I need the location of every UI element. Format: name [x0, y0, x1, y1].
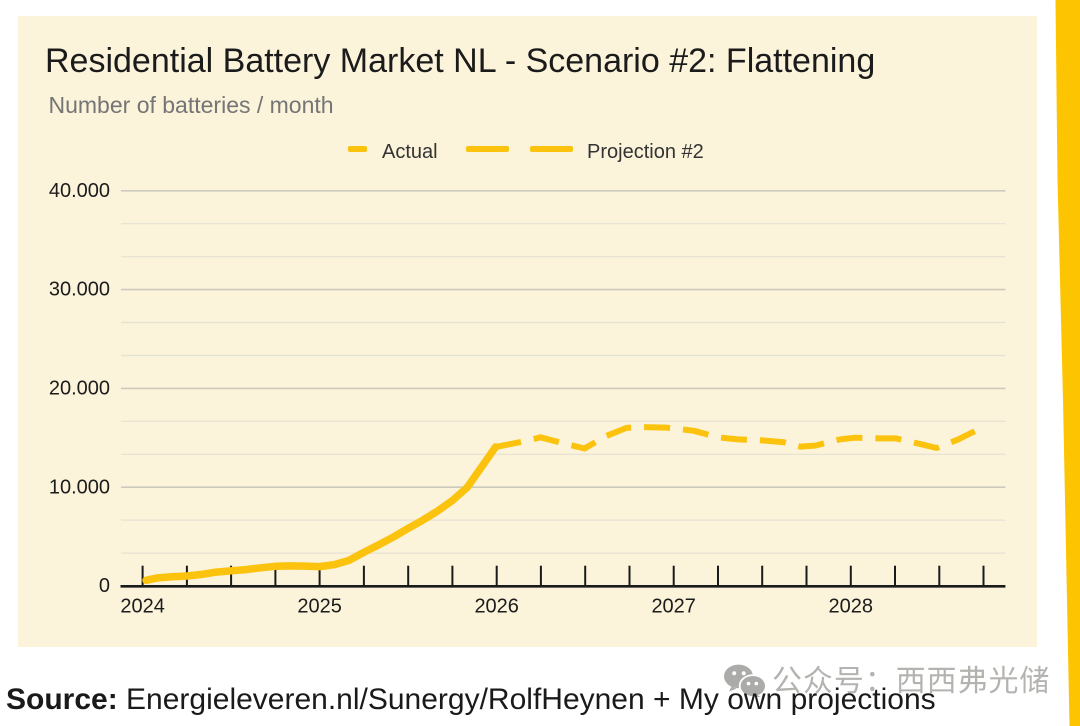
svg-text:30.000: 30.000 — [49, 279, 110, 301]
svg-text:10.000: 10.000 — [49, 476, 110, 498]
svg-text:2027: 2027 — [651, 596, 696, 618]
svg-text:2028: 2028 — [829, 596, 874, 618]
svg-text:40.000: 40.000 — [49, 180, 110, 202]
svg-text:2024: 2024 — [120, 596, 165, 618]
svg-text:2025: 2025 — [297, 596, 342, 618]
svg-text:20.000: 20.000 — [49, 378, 110, 400]
svg-text:2026: 2026 — [474, 596, 519, 618]
svg-text:0: 0 — [99, 575, 110, 597]
